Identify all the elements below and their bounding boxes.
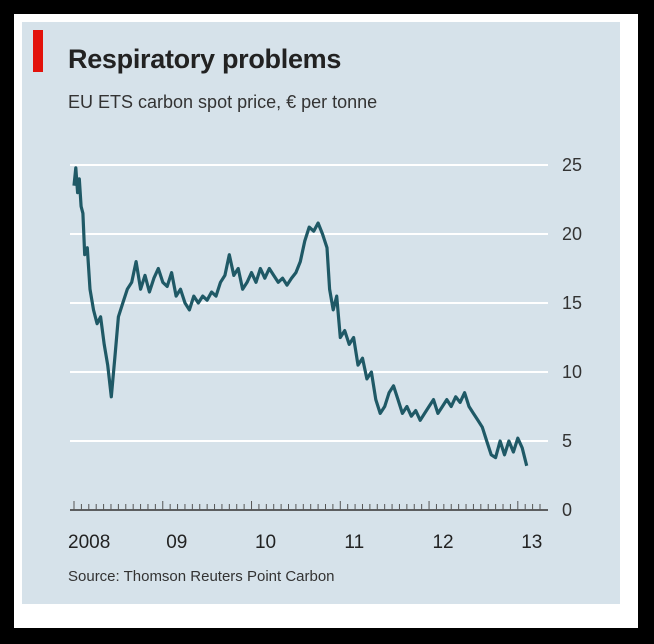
x-tick-label: 13 <box>521 532 542 553</box>
y-tick-label: 20 <box>562 224 582 244</box>
chart-title: Respiratory problems <box>68 44 342 74</box>
y-tick-label: 25 <box>562 155 582 175</box>
gridlines <box>70 164 548 442</box>
x-tick-label: 11 <box>344 532 364 553</box>
x-axis <box>70 501 548 511</box>
series-line <box>72 166 529 467</box>
chart-subtitle: EU ETS carbon spot price, € per tonne <box>68 92 378 112</box>
y-tick-labels: 0 5 10 15 20 25 <box>562 155 582 520</box>
x-tick-label: 2008 <box>68 532 110 553</box>
accent-tag <box>33 30 43 72</box>
x-tick-label: 10 <box>255 532 276 553</box>
x-tick-label: 09 <box>166 532 187 553</box>
source-note: Source: Thomson Reuters Point Carbon <box>68 568 335 585</box>
x-tick-label: 12 <box>432 532 453 553</box>
x-tick-labels: 2008 09 10 11 12 13 <box>68 532 542 553</box>
y-tick-label: 10 <box>562 362 582 382</box>
y-tick-label: 15 <box>562 293 582 313</box>
y-tick-label: 0 <box>562 500 572 520</box>
y-tick-label: 5 <box>562 431 572 451</box>
chart-panel <box>22 22 620 604</box>
